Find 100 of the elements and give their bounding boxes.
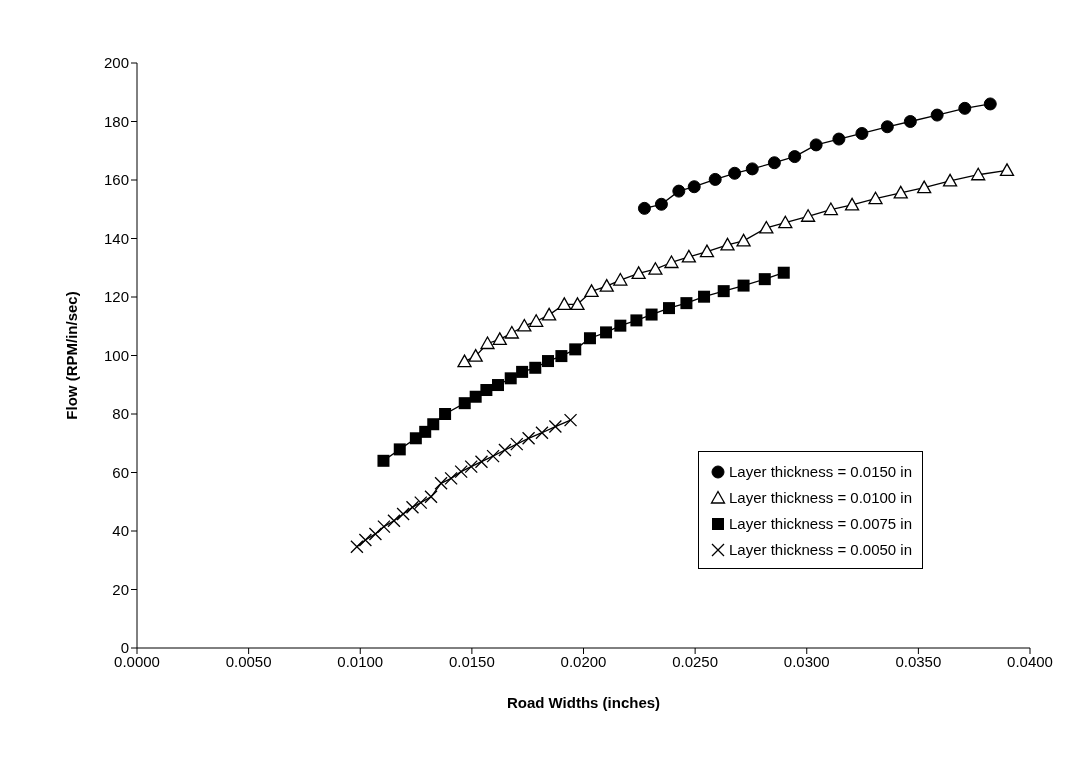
y-axis-title: Flow (RPM/in/sec) bbox=[63, 291, 81, 420]
point bbox=[529, 314, 544, 327]
point bbox=[832, 132, 846, 146]
point bbox=[350, 540, 364, 554]
point bbox=[717, 285, 730, 298]
point bbox=[541, 307, 557, 321]
point bbox=[570, 297, 585, 310]
point bbox=[680, 297, 693, 310]
point bbox=[458, 397, 471, 410]
point bbox=[630, 314, 643, 327]
point bbox=[745, 162, 759, 176]
point bbox=[424, 490, 438, 504]
point bbox=[777, 266, 790, 279]
point bbox=[728, 166, 742, 180]
point bbox=[387, 514, 401, 528]
point bbox=[468, 348, 483, 362]
point bbox=[555, 350, 568, 363]
point bbox=[672, 184, 686, 198]
point bbox=[788, 150, 802, 164]
point bbox=[454, 464, 468, 479]
y-tick-label: 80 bbox=[112, 405, 129, 423]
point bbox=[377, 454, 390, 467]
point bbox=[800, 209, 816, 222]
point bbox=[569, 343, 582, 356]
point bbox=[893, 185, 908, 199]
x-tick-label: 0.0150 bbox=[448, 652, 495, 670]
point bbox=[903, 115, 917, 128]
point bbox=[517, 318, 532, 332]
point bbox=[405, 500, 420, 514]
point bbox=[486, 449, 500, 463]
point bbox=[427, 418, 440, 431]
point bbox=[767, 156, 781, 170]
point bbox=[737, 279, 750, 292]
point bbox=[396, 507, 410, 521]
point bbox=[823, 202, 839, 216]
point bbox=[631, 266, 646, 279]
point bbox=[654, 197, 668, 211]
point bbox=[557, 297, 572, 310]
point bbox=[474, 455, 489, 469]
y-tick-label: 140 bbox=[103, 229, 129, 247]
point bbox=[516, 365, 529, 378]
point bbox=[758, 273, 771, 286]
point bbox=[664, 255, 679, 269]
y-tick-label: 160 bbox=[103, 171, 129, 189]
point bbox=[444, 471, 458, 485]
point bbox=[917, 180, 932, 194]
y-tick-label: 180 bbox=[103, 112, 129, 130]
point bbox=[504, 325, 519, 339]
point bbox=[681, 249, 697, 263]
point bbox=[529, 361, 542, 374]
point bbox=[999, 163, 1015, 176]
point bbox=[687, 180, 701, 194]
point bbox=[708, 172, 722, 186]
legend-label: Layer thickness = 0.0050 in bbox=[729, 540, 913, 558]
point bbox=[778, 215, 793, 229]
point bbox=[958, 101, 972, 115]
point bbox=[809, 138, 823, 152]
point bbox=[720, 237, 735, 251]
point bbox=[563, 413, 578, 427]
point bbox=[880, 120, 894, 134]
point bbox=[855, 126, 869, 140]
x-tick-label: 0.0100 bbox=[337, 652, 384, 670]
point bbox=[759, 220, 774, 234]
legend-label: Layer thickness = 0.0075 in bbox=[729, 514, 913, 532]
y-tick-label: 20 bbox=[112, 580, 129, 598]
y-tick-label: 60 bbox=[112, 463, 129, 481]
point bbox=[614, 319, 627, 332]
point bbox=[548, 419, 563, 434]
point bbox=[480, 336, 495, 350]
point bbox=[492, 379, 504, 392]
point bbox=[377, 519, 391, 534]
point bbox=[663, 302, 676, 315]
point bbox=[599, 279, 614, 292]
point bbox=[648, 262, 663, 275]
y-tick-label: 100 bbox=[103, 346, 129, 364]
x-tick-label: 0.0200 bbox=[560, 652, 607, 670]
point bbox=[542, 355, 554, 368]
x-tick-label: 0.0400 bbox=[1007, 652, 1053, 670]
point bbox=[942, 173, 958, 187]
point bbox=[736, 233, 751, 247]
x-tick-label: 0.0050 bbox=[225, 652, 272, 670]
point bbox=[584, 284, 599, 298]
point bbox=[844, 197, 860, 211]
point bbox=[535, 426, 549, 440]
x-tick-label: 0.0250 bbox=[672, 652, 719, 670]
point bbox=[510, 437, 524, 451]
point bbox=[600, 326, 613, 339]
legend-label: Layer thickness = 0.0100 in bbox=[729, 488, 913, 506]
y-tick-label: 40 bbox=[112, 522, 129, 540]
point bbox=[868, 191, 883, 205]
point bbox=[469, 390, 482, 403]
point bbox=[504, 372, 517, 385]
point bbox=[930, 108, 944, 122]
point bbox=[971, 167, 986, 181]
point bbox=[583, 332, 596, 345]
point bbox=[464, 460, 478, 474]
point bbox=[480, 384, 493, 397]
point bbox=[645, 308, 658, 321]
x-tick-label: 0.0350 bbox=[895, 652, 942, 670]
point bbox=[368, 527, 383, 541]
